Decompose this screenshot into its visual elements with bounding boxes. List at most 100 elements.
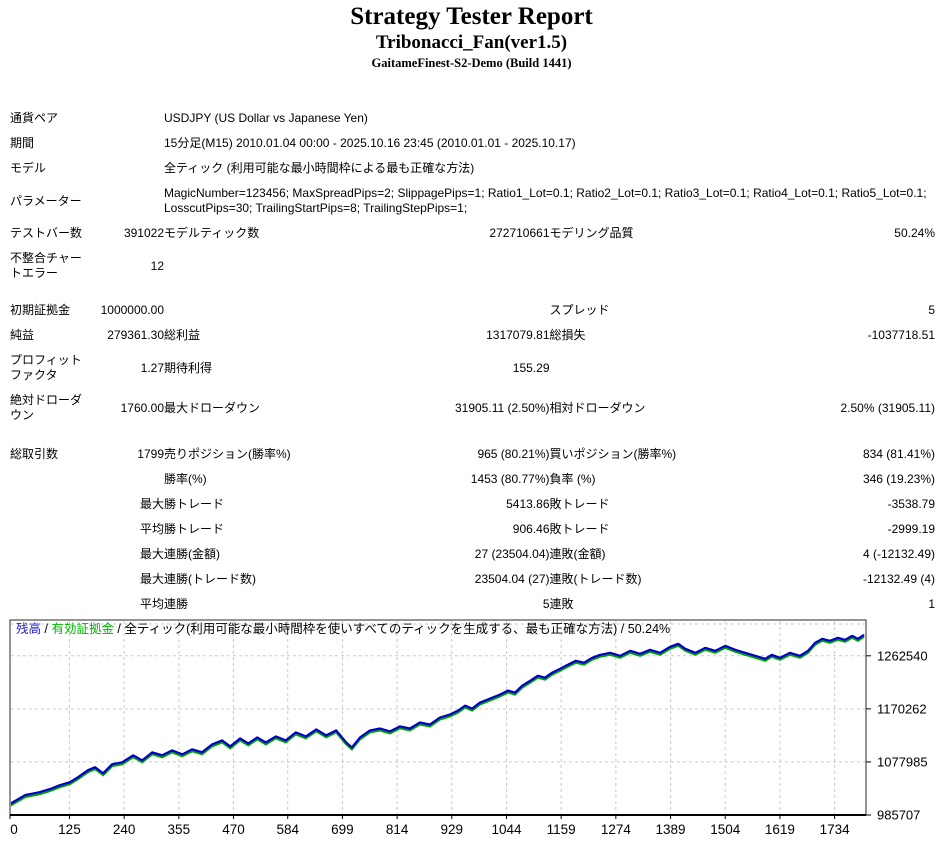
stat-label: テストバー数 (10, 226, 83, 240)
y-axis-label: 1170262 (877, 701, 927, 716)
stat-value-3: 4 (-12132.49) (862, 547, 935, 561)
stat-label: 不整合チャートエラー (10, 251, 82, 280)
x-axis-label: 1274 (601, 822, 632, 837)
chart-legend: 残高 / 有効証拠金 / 全ティック(利用可能な最小時間枠を使いすべてのティック… (16, 622, 856, 637)
stat-value-3: 2.50% (31905.11) (840, 400, 935, 415)
stat-value-3: -2999.19 (887, 522, 935, 536)
legend-item-2: 全ティック(利用可能な最小時間枠を使いすべてのティックを生成する、最も正確な方法… (124, 622, 671, 636)
stat-value-1: 1760.00 (120, 400, 164, 415)
y-axis-label: 1262540 (877, 648, 928, 663)
stat-value-1: 391022 (123, 226, 164, 240)
stat-value-1: 1799 (137, 447, 164, 461)
stat-value-wide: MagicNumber=123456; MaxSpreadPips=2; Sli… (164, 186, 927, 215)
stat-label-3: 買いポジション(勝率%) (549, 447, 677, 461)
stat-label (10, 592, 90, 617)
stats-row: 最大 連勝(金額) 27 (23504.04) 連敗(金額) 4 (-12132.49) (10, 542, 935, 567)
stat-value-2: 31905.11 (2.50%) (454, 400, 550, 415)
stats-row: パラメーター MagicNumber=123456; MaxSpreadPips=… (10, 181, 935, 221)
x-axis-label: 1734 (820, 822, 851, 837)
stat-label-3: スプレッド (549, 303, 610, 317)
stat-value-2 (357, 246, 550, 286)
stat-label-2: 勝率(%) (164, 472, 207, 486)
stat-label-2: 勝トレード (164, 522, 225, 536)
balance-chart: 0 125 240 355 470 584 699 814 929 1044 1159 1274 138… (0, 615, 943, 847)
legend-item-0: 残高 (16, 622, 42, 636)
stats-row: 初期証拠金 1000000.00 スプレッド 5 (10, 298, 935, 323)
stat-value-2: 1317079.81 (486, 328, 550, 342)
stat-label-3: 連敗 (549, 597, 574, 611)
stat-label (10, 517, 90, 542)
stat-value-1: 1000000.00 (100, 303, 164, 317)
stat-value-1 (90, 131, 164, 156)
stat-value-2: 23504.04 (27) (474, 572, 550, 586)
chart-canvas: 0 125 240 355 470 584 699 814 929 1044 1159 1274 138… (9, 619, 928, 837)
stat-value-3: -3538.79 (887, 497, 935, 511)
server-build: GaitameFinest-S2-Demo (Build 1441) (371, 56, 572, 70)
stat-value-3 (742, 246, 935, 286)
x-axis-label: 1389 (656, 822, 686, 837)
stat-value-wide: 全ティック (利用可能な最小時間枠による最も正確な方法) (164, 161, 475, 175)
x-axis-label: 929 (441, 822, 464, 837)
stat-label: 総取引数 (10, 447, 59, 461)
stat-value-1: 最大 (139, 497, 164, 511)
stat-value-2: 5413.86 (506, 497, 550, 511)
stat-label-2 (164, 246, 357, 286)
stat-value-2: 155.29 (512, 360, 550, 375)
stats-row: 純益 279361.30 総利益 1317079.81 総損失 -1037718.51 (10, 323, 935, 348)
stats-row: 通貨ペア USDJPY (US Dollar vs Japanese Yen) (10, 106, 935, 131)
stat-value-1: 平均 (139, 522, 164, 536)
strategy-name: Tribonacci_Fan(ver1.5) (375, 32, 568, 53)
x-axis-label: 584 (276, 822, 299, 837)
stats-row: 最大 連勝(トレード数) 23504.04 (27) 連敗(トレード数) -12132.… (10, 567, 935, 592)
stat-value-2: 5 (542, 597, 550, 611)
stat-value-1: 1.27 (140, 360, 164, 375)
stats-row: 最大 勝トレード 5413.86 敗トレード -3538.79 (10, 492, 935, 517)
strategy-tester-report: { "header": { "title": "Strategy Tester … (0, 3, 943, 847)
stats-table: 通貨ペア USDJPY (US Dollar vs Japanese Yen) 期間… (10, 106, 935, 617)
report-title: Strategy Tester Report (350, 3, 593, 30)
stat-value-2: 965 (80.21%) (477, 447, 550, 461)
stat-value-2: 27 (23504.04) (474, 547, 550, 561)
stat-value-3: -1037718.51 (867, 328, 935, 342)
stats-row: 不整合チャートエラー 12 (10, 246, 935, 286)
stat-value-3: 346 (19.23%) (862, 472, 935, 486)
stats-row: プロフィットファクタ 1.27 期待利得 155.29 (10, 348, 935, 388)
stat-value-1 (90, 106, 164, 131)
report-header: Strategy Tester Report Tribonacci_Fan(ve… (0, 3, 943, 71)
legend-item-1: 有効証拠金 (51, 622, 114, 636)
stat-value-2: 1453 (80.77%) (470, 472, 550, 486)
stat-label-2: 総利益 (164, 328, 201, 342)
legend-separator: / (41, 622, 52, 636)
stat-value-2 (357, 298, 550, 323)
stat-label-2: 連勝(金額) (164, 547, 220, 561)
stat-value-wide: USDJPY (US Dollar vs Japanese Yen) (164, 111, 368, 125)
x-axis-label: 1504 (710, 822, 741, 837)
x-axis-label: 699 (331, 822, 354, 837)
balance-line (11, 633, 865, 805)
row-spacer (10, 428, 935, 442)
stat-value-3: 50.24% (894, 226, 935, 240)
stat-label: パラメーター (10, 193, 82, 208)
stat-label-2: 連勝(トレード数) (164, 572, 256, 586)
x-axis-label: 1044 (491, 822, 522, 837)
stat-label: 絶対ドローダウン (10, 393, 83, 422)
x-axis-label: 470 (222, 822, 245, 837)
stat-value-1: 平均 (139, 597, 164, 611)
stat-label: 期間 (10, 136, 35, 150)
stats-row: 総取引数 1799 売りポジション(勝率%) 965 (80.21%) 買いポジション(… (10, 442, 935, 467)
stat-label-3: 敗トレード (549, 522, 610, 536)
stat-label: プロフィットファクタ (10, 353, 82, 382)
spacer-row (10, 428, 935, 442)
stat-value-1 (90, 181, 164, 221)
stat-value-3: 5 (928, 303, 935, 317)
stat-label-2: 期待利得 (164, 360, 213, 375)
row-spacer (10, 286, 935, 298)
x-axis-label: 240 (113, 822, 136, 837)
stat-label: モデル (10, 161, 47, 175)
stats-row: 平均 勝トレード 906.46 敗トレード -2999.19 (10, 517, 935, 542)
stat-label-3 (550, 246, 743, 286)
stat-label-3: 相対ドローダウン (549, 400, 646, 415)
stat-value-wide: 15分足(M15) 2010.01.04 00:00 - 2025.10.16 … (164, 136, 576, 150)
stat-label: 純益 (10, 328, 35, 342)
x-axis-label: 0 (10, 822, 18, 837)
